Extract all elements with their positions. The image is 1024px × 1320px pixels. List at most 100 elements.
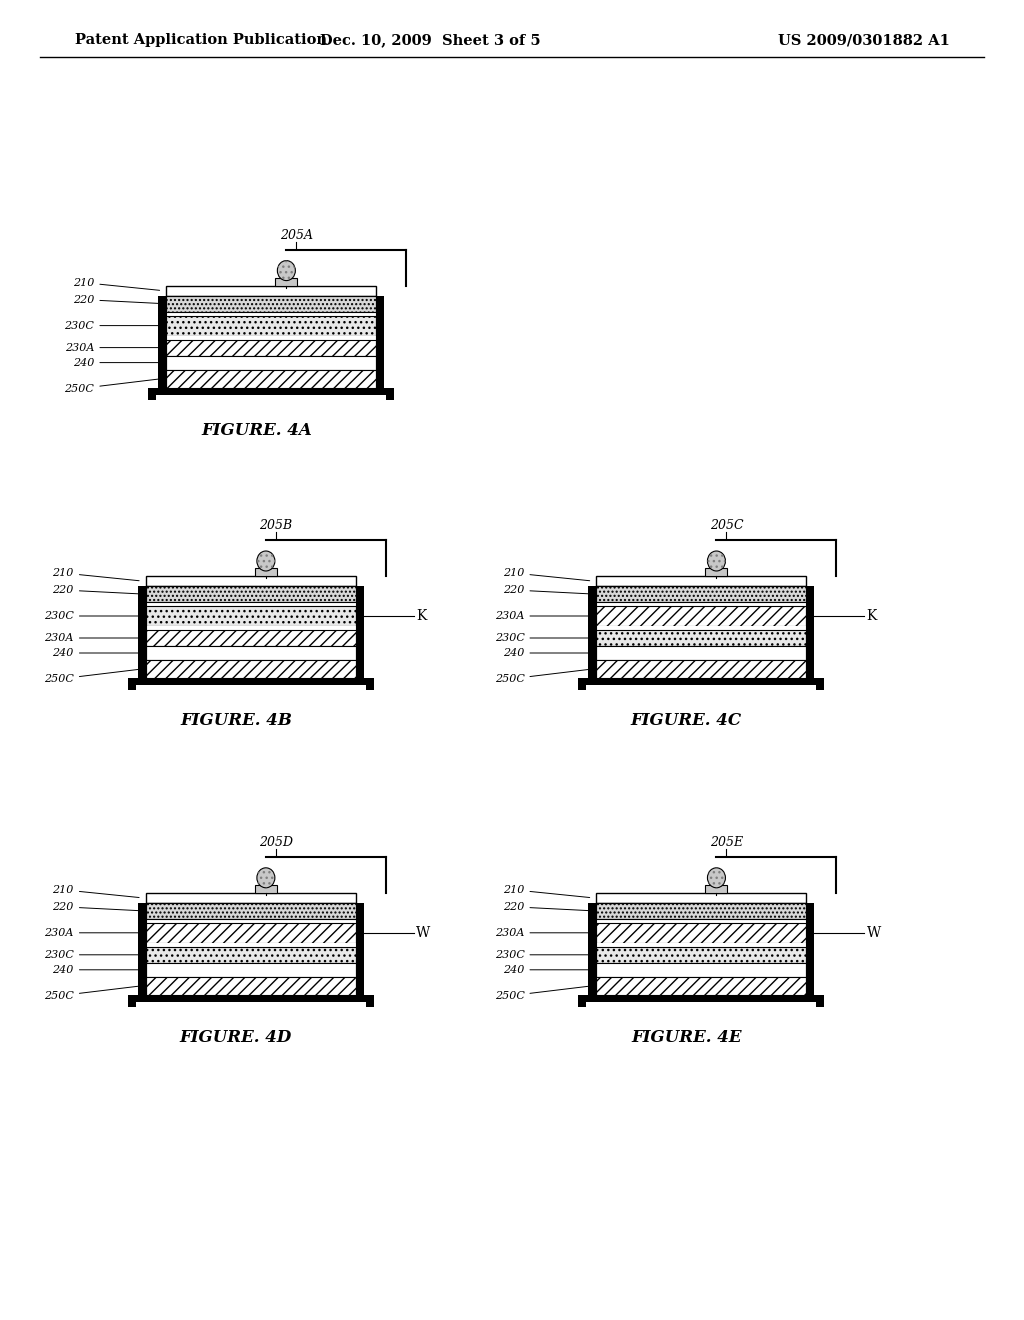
Text: 230A: 230A (495, 611, 590, 620)
Bar (145, 576, 356, 586)
Text: 230A: 230A (65, 343, 160, 352)
Text: 250C: 250C (65, 379, 160, 393)
Text: FIGURE. 4E: FIGURE. 4E (631, 1028, 741, 1045)
Text: 230C: 230C (44, 611, 139, 620)
Bar (166, 312, 377, 315)
Text: Patent Application Publication: Patent Application Publication (75, 33, 327, 48)
Bar (145, 602, 356, 606)
Bar (579, 995, 587, 1007)
Bar (816, 678, 824, 690)
Text: 250C: 250C (495, 669, 590, 684)
Bar (145, 892, 356, 903)
Bar (596, 576, 807, 586)
Ellipse shape (257, 867, 274, 888)
Text: FIGURE. 4C: FIGURE. 4C (631, 711, 742, 729)
Bar (145, 626, 356, 630)
Ellipse shape (708, 550, 725, 572)
Bar (596, 630, 807, 645)
Text: 210: 210 (503, 568, 590, 581)
Bar (596, 660, 807, 678)
Bar (816, 995, 824, 1007)
Text: 230C: 230C (495, 950, 590, 960)
Bar (366, 995, 374, 1007)
Bar (166, 285, 377, 296)
Bar (145, 586, 356, 602)
Text: 250C: 250C (44, 986, 139, 1001)
Text: 210: 210 (503, 884, 590, 898)
Bar (356, 586, 364, 685)
Bar (596, 586, 807, 602)
Bar (589, 903, 596, 1002)
Text: FIGURE. 4B: FIGURE. 4B (180, 711, 292, 729)
Text: 220: 220 (52, 902, 139, 912)
Bar (166, 296, 377, 312)
Bar (596, 903, 807, 919)
Bar (589, 586, 596, 685)
Bar (166, 315, 377, 335)
Bar (386, 388, 394, 400)
Bar (596, 645, 807, 660)
Ellipse shape (708, 867, 725, 888)
Bar (706, 568, 727, 576)
Bar (128, 995, 374, 1002)
Bar (255, 884, 276, 892)
Text: FIGURE. 4A: FIGURE. 4A (201, 421, 311, 438)
Bar (255, 568, 276, 576)
Bar (166, 335, 377, 339)
Text: 205E: 205E (710, 836, 743, 849)
Bar (596, 962, 807, 977)
Bar (807, 903, 814, 1002)
Bar (807, 586, 814, 685)
Bar (356, 903, 364, 1002)
Bar (145, 645, 356, 660)
Text: 240: 240 (73, 358, 160, 367)
Bar (128, 678, 136, 690)
Text: 220: 220 (52, 585, 139, 595)
Text: K: K (416, 609, 426, 623)
Bar (377, 296, 384, 395)
Text: 220: 220 (73, 294, 160, 305)
Bar (166, 370, 377, 388)
Text: 240: 240 (503, 965, 590, 974)
Bar (148, 388, 394, 395)
Bar (159, 296, 166, 395)
Text: 205D: 205D (259, 836, 293, 849)
Bar (145, 923, 356, 942)
Text: 210: 210 (73, 277, 160, 290)
Bar (275, 277, 297, 285)
Ellipse shape (278, 260, 295, 281)
Text: 240: 240 (52, 648, 139, 657)
Text: 230A: 230A (44, 634, 139, 643)
Bar (596, 942, 807, 946)
Text: 220: 220 (503, 585, 590, 595)
Bar (596, 626, 807, 630)
Bar (579, 678, 824, 685)
Text: 230C: 230C (65, 321, 160, 330)
Bar (148, 388, 157, 400)
Text: 210: 210 (52, 884, 139, 898)
Text: 240: 240 (52, 965, 139, 974)
Bar (596, 892, 807, 903)
Text: 230A: 230A (495, 928, 590, 937)
Bar (145, 660, 356, 678)
Bar (145, 962, 356, 977)
Bar (138, 903, 145, 1002)
Text: Dec. 10, 2009  Sheet 3 of 5: Dec. 10, 2009 Sheet 3 of 5 (319, 33, 541, 48)
Text: US 2009/0301882 A1: US 2009/0301882 A1 (778, 33, 950, 48)
Bar (579, 678, 587, 690)
Text: 210: 210 (52, 568, 139, 581)
Text: 205C: 205C (710, 519, 743, 532)
Bar (166, 339, 377, 355)
Bar (145, 942, 356, 946)
Bar (145, 606, 356, 626)
Bar (128, 678, 374, 685)
Bar (366, 678, 374, 690)
Text: W: W (416, 925, 430, 940)
Bar (596, 946, 807, 962)
Text: K: K (866, 609, 877, 623)
Bar (706, 884, 727, 892)
Text: 205B: 205B (259, 519, 293, 532)
Bar (579, 995, 824, 1002)
Text: 220: 220 (503, 902, 590, 912)
Bar (145, 946, 356, 962)
